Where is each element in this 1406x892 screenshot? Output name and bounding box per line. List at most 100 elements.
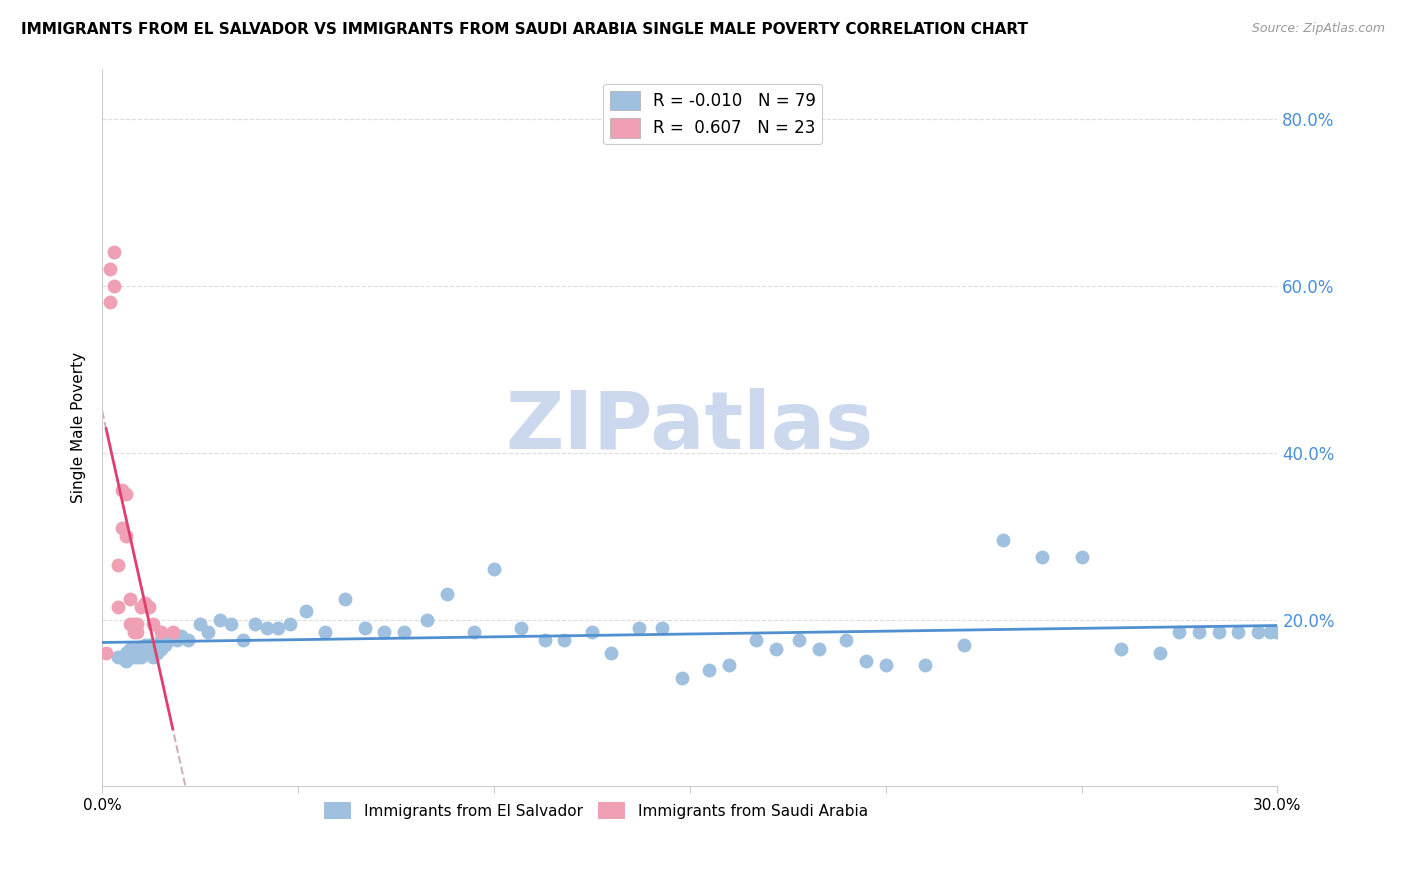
Point bbox=[333, 591, 356, 606]
Point bbox=[392, 625, 415, 640]
Point bbox=[267, 621, 290, 635]
Point bbox=[1258, 625, 1281, 640]
Point bbox=[188, 616, 211, 631]
Point bbox=[111, 521, 134, 535]
Text: IMMIGRANTS FROM EL SALVADOR VS IMMIGRANTS FROM SAUDI ARABIA SINGLE MALE POVERTY : IMMIGRANTS FROM EL SALVADOR VS IMMIGRANT… bbox=[21, 22, 1028, 37]
Point bbox=[1149, 646, 1171, 660]
Point bbox=[131, 641, 153, 656]
Legend: Immigrants from El Salvador, Immigrants from Saudi Arabia: Immigrants from El Salvador, Immigrants … bbox=[318, 796, 873, 825]
Point bbox=[134, 596, 156, 610]
Point bbox=[1168, 625, 1191, 640]
Point bbox=[127, 616, 149, 631]
Point bbox=[789, 633, 811, 648]
Point bbox=[131, 599, 153, 614]
Point bbox=[157, 633, 180, 648]
Point bbox=[118, 650, 141, 665]
Point bbox=[107, 599, 129, 614]
Point bbox=[745, 633, 768, 648]
Point bbox=[111, 650, 134, 665]
Point bbox=[162, 629, 184, 643]
Point bbox=[118, 616, 141, 631]
Point bbox=[243, 616, 266, 631]
Point bbox=[98, 261, 121, 276]
Point bbox=[1031, 549, 1053, 564]
Point bbox=[1267, 625, 1289, 640]
Point bbox=[122, 646, 145, 660]
Point bbox=[953, 638, 976, 652]
Point bbox=[142, 641, 165, 656]
Point bbox=[1070, 549, 1092, 564]
Point bbox=[149, 625, 172, 640]
Point bbox=[482, 562, 505, 576]
Point bbox=[94, 646, 117, 660]
Point bbox=[114, 529, 136, 543]
Point bbox=[138, 646, 160, 660]
Text: Source: ZipAtlas.com: Source: ZipAtlas.com bbox=[1251, 22, 1385, 36]
Point bbox=[114, 487, 136, 501]
Point bbox=[855, 654, 877, 668]
Point bbox=[835, 633, 858, 648]
Point bbox=[808, 641, 831, 656]
Point bbox=[197, 625, 219, 640]
Point bbox=[534, 633, 557, 648]
Point bbox=[127, 650, 149, 665]
Point bbox=[134, 646, 156, 660]
Point bbox=[114, 654, 136, 668]
Point bbox=[127, 641, 149, 656]
Point bbox=[373, 625, 395, 640]
Point bbox=[162, 625, 184, 640]
Point bbox=[1227, 625, 1250, 640]
Point bbox=[146, 638, 169, 652]
Point bbox=[118, 591, 141, 606]
Point bbox=[717, 658, 740, 673]
Point bbox=[177, 633, 200, 648]
Point bbox=[463, 625, 485, 640]
Point bbox=[107, 558, 129, 573]
Point bbox=[581, 625, 603, 640]
Point bbox=[315, 625, 337, 640]
Point bbox=[122, 616, 145, 631]
Point bbox=[98, 295, 121, 310]
Point bbox=[278, 616, 301, 631]
Point bbox=[627, 621, 650, 635]
Point bbox=[1109, 641, 1132, 656]
Point bbox=[138, 599, 160, 614]
Point bbox=[1188, 625, 1211, 640]
Point bbox=[103, 245, 125, 260]
Point bbox=[107, 650, 129, 665]
Point bbox=[142, 616, 165, 631]
Point bbox=[221, 616, 243, 631]
Point bbox=[651, 621, 673, 635]
Point bbox=[122, 625, 145, 640]
Point bbox=[436, 587, 458, 601]
Point bbox=[153, 638, 176, 652]
Point bbox=[138, 638, 160, 652]
Point bbox=[146, 646, 169, 660]
Point bbox=[875, 658, 897, 673]
Point bbox=[103, 278, 125, 293]
Point bbox=[510, 621, 533, 635]
Point bbox=[1267, 625, 1289, 640]
Point bbox=[699, 663, 721, 677]
Point bbox=[295, 604, 318, 618]
Point bbox=[114, 646, 136, 660]
Point bbox=[208, 613, 231, 627]
Point bbox=[111, 483, 134, 497]
Point bbox=[122, 650, 145, 665]
Point bbox=[142, 650, 165, 665]
Point bbox=[166, 633, 188, 648]
Point bbox=[1247, 625, 1270, 640]
Point bbox=[993, 533, 1015, 548]
Point bbox=[914, 658, 936, 673]
Point bbox=[118, 641, 141, 656]
Y-axis label: Single Male Poverty: Single Male Poverty bbox=[72, 352, 86, 503]
Point bbox=[353, 621, 375, 635]
Point bbox=[149, 633, 172, 648]
Point bbox=[131, 650, 153, 665]
Point bbox=[134, 638, 156, 652]
Point bbox=[127, 625, 149, 640]
Point bbox=[232, 633, 254, 648]
Point bbox=[553, 633, 575, 648]
Point bbox=[671, 671, 693, 685]
Point bbox=[169, 629, 191, 643]
